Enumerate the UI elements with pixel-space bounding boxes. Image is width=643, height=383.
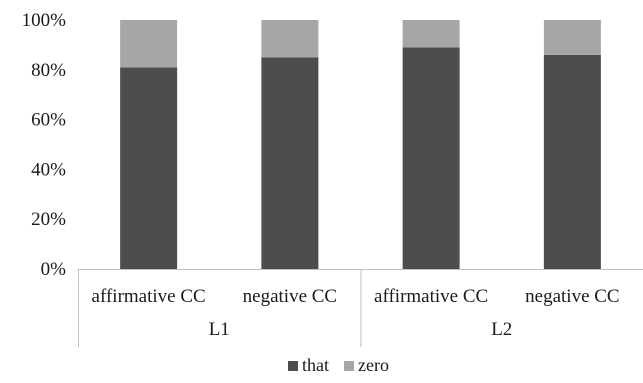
category-label: negative CC <box>243 286 337 307</box>
group-label: L2 <box>491 319 512 340</box>
category-label: affirmative CC <box>374 286 488 307</box>
y-tick-label: 80% <box>31 60 66 81</box>
category-label: affirmative CC <box>92 286 206 307</box>
bar-zero <box>120 20 178 68</box>
legend-swatch-zero <box>344 361 354 371</box>
bar-that <box>543 54 601 269</box>
y-tick-label: 60% <box>31 110 66 131</box>
legend-swatch-that <box>288 361 298 371</box>
bar-zero <box>402 20 460 48</box>
group-label: L1 <box>209 319 230 340</box>
y-tick-label: 40% <box>31 159 66 180</box>
y-tick-label: 0% <box>41 259 67 280</box>
category-label: negative CC <box>525 286 619 307</box>
legend-label-zero: zero <box>358 355 389 375</box>
bar-that <box>120 67 178 269</box>
bar-that <box>402 47 460 269</box>
bar-that <box>261 57 319 269</box>
legend-label-that: that <box>302 355 329 375</box>
bar-zero <box>543 20 601 55</box>
bar-zero <box>261 20 319 58</box>
y-tick-label: 20% <box>31 209 66 230</box>
y-tick-label: 100% <box>22 10 67 31</box>
